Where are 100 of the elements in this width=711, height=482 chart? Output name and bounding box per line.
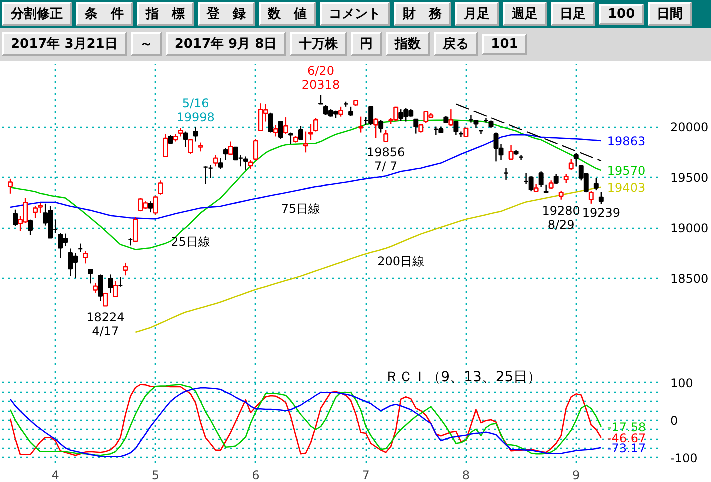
data-label: 19863 xyxy=(607,134,646,148)
candlestick xyxy=(378,120,384,134)
candlestick xyxy=(504,168,509,181)
text: ～ xyxy=(130,32,162,56)
annotation: 19280 8/29 xyxy=(542,204,580,232)
candlestick xyxy=(153,195,158,216)
series-label: 75日線 xyxy=(281,202,321,216)
annotation: 18224 4/17 xyxy=(86,310,125,339)
candlestick xyxy=(338,106,344,118)
y-tick-label: 100 xyxy=(670,376,694,390)
candlestick xyxy=(243,156,248,171)
y-tick-label: 0 xyxy=(670,414,678,428)
data-label: 19570 xyxy=(607,164,646,178)
text: 円 xyxy=(351,32,382,56)
candlestick xyxy=(148,200,154,214)
candlestick xyxy=(108,274,114,294)
candlestick xyxy=(103,292,108,308)
line-series xyxy=(456,104,602,162)
candlestick xyxy=(303,131,308,154)
candlestick xyxy=(414,118,419,134)
candlestick xyxy=(384,130,389,142)
annotation: 19856 7/ 7 xyxy=(367,146,406,174)
candlestick xyxy=(88,268,94,284)
y-tick-label: -100 xyxy=(670,451,698,466)
candlestick xyxy=(113,280,118,298)
text: 財 務 xyxy=(394,2,451,26)
candlestick xyxy=(208,164,214,179)
chart-title: ＲＣＩ（9、13、25日） xyxy=(385,370,542,386)
text: 101 xyxy=(482,34,528,55)
candlestick xyxy=(358,116,364,134)
candlestick xyxy=(8,178,13,194)
candlestick xyxy=(554,174,559,185)
candlestick xyxy=(123,262,128,276)
text: 週足 xyxy=(503,2,547,26)
candlestick xyxy=(448,108,454,127)
candlestick xyxy=(13,209,18,228)
x-tick-label: 5 xyxy=(152,468,160,482)
candlestick xyxy=(318,94,324,106)
x-tick-label: 9 xyxy=(572,468,580,482)
candlestick xyxy=(253,138,258,161)
text: 登 録 xyxy=(198,2,255,26)
text: 十万株 xyxy=(290,32,348,56)
series-label: 25日線 xyxy=(171,235,210,250)
x-tick-label: 7 xyxy=(362,468,370,482)
candlestick xyxy=(163,133,168,158)
y-tick-label: 18500 xyxy=(670,272,709,286)
candlestick xyxy=(133,216,138,244)
candlestick xyxy=(268,112,274,134)
text: 数 値 xyxy=(259,2,316,26)
text: 日足 xyxy=(551,2,595,26)
candlestick xyxy=(83,250,88,264)
candlestick xyxy=(454,121,459,136)
candlestick xyxy=(308,123,314,141)
candlestick xyxy=(193,126,198,142)
series-label: 200日線 xyxy=(378,254,425,268)
data-label: -17.58 xyxy=(607,420,646,434)
text: 指 標 xyxy=(137,2,194,26)
y-tick-label: 19500 xyxy=(670,171,709,186)
candlestick xyxy=(288,132,294,145)
text: 日間 xyxy=(648,2,692,26)
y-tick-label: 20000 xyxy=(670,120,709,135)
candlestick xyxy=(528,176,534,192)
candlestick xyxy=(188,138,194,155)
candlestick xyxy=(218,158,224,170)
text: 2017年 9月 8日 xyxy=(166,32,286,56)
candlestick xyxy=(228,141,234,156)
candlestick xyxy=(248,159,254,170)
candlestick xyxy=(574,152,579,167)
text: 月足 xyxy=(455,2,499,26)
text: 指数 xyxy=(386,32,430,56)
candlestick xyxy=(183,131,188,148)
candlestick xyxy=(158,180,164,196)
text: 2017年 3月21日 xyxy=(2,32,127,56)
candlestick xyxy=(508,144,514,161)
candlestick xyxy=(128,238,134,246)
candlestick xyxy=(588,190,594,204)
text: 100 xyxy=(599,4,644,25)
annotation: 5/16 19998 xyxy=(176,96,215,124)
candlestick xyxy=(598,192,604,205)
candlestick xyxy=(278,120,284,140)
candlestick xyxy=(273,124,278,138)
text: 分割修正 xyxy=(2,2,72,26)
candlestick xyxy=(314,118,318,132)
text: コメント xyxy=(320,2,390,26)
candlestick xyxy=(594,178,599,192)
candlestick xyxy=(538,171,544,188)
candlestick xyxy=(98,274,104,302)
annotation: 19239 xyxy=(582,206,621,220)
annotation: 6/20 20318 xyxy=(302,64,340,92)
candlestick xyxy=(213,154,218,168)
candlestick xyxy=(568,158,574,171)
candlestick xyxy=(223,148,228,161)
text: 条 件 xyxy=(76,2,133,26)
data-label: 19403 xyxy=(607,180,646,195)
candlestick xyxy=(298,126,304,141)
y-tick-label: 19000 xyxy=(670,222,709,236)
text: 戻る xyxy=(434,32,478,56)
candlestick xyxy=(28,219,34,236)
candlestick xyxy=(374,118,379,140)
x-tick-label: 4 xyxy=(52,468,60,482)
